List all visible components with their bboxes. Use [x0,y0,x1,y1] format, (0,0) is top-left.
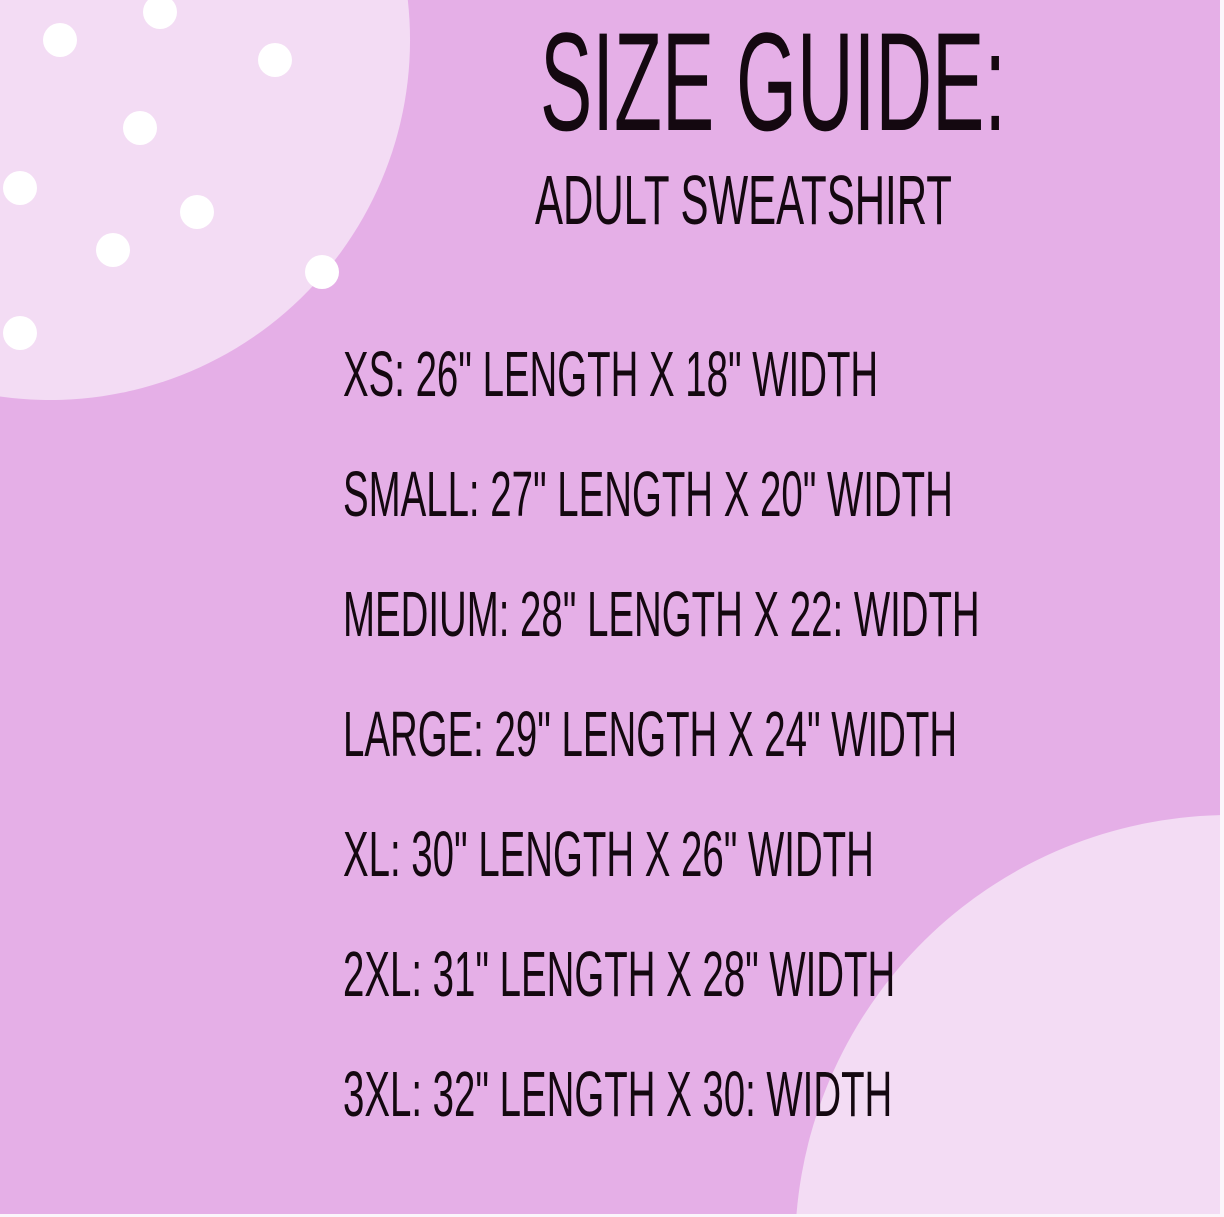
polka-dot [123,111,157,145]
size-row-2xl: 2XL: 31" LENGTH X 28" WIDTH [343,938,896,1010]
size-row-large: LARGE: 29" LENGTH X 24" WIDTH [343,698,958,770]
polka-dot [258,43,292,77]
decorative-blob-bottom-right [796,815,1220,1214]
polka-dot [96,233,130,267]
size-row-3xl: 3XL: 32" LENGTH X 30: WIDTH [343,1058,893,1130]
polka-dot [43,23,77,57]
title: SIZE GUIDE: [540,3,1007,160]
size-row-xs: XS: 26" LENGTH X 18" WIDTH [343,338,879,410]
polka-dot [180,195,214,229]
polka-dot [3,316,37,350]
size-row-medium: MEDIUM: 28" LENGTH X 22: WIDTH [343,578,980,650]
polka-dot [305,255,339,289]
polka-dot [3,171,37,205]
polka-dot [143,0,177,29]
size-row-xl: XL: 30" LENGTH X 26" WIDTH [343,818,874,890]
size-row-small: SMALL: 27" LENGTH X 20" WIDTH [343,458,953,530]
subtitle: ADULT SWEATSHIRT [535,161,952,239]
